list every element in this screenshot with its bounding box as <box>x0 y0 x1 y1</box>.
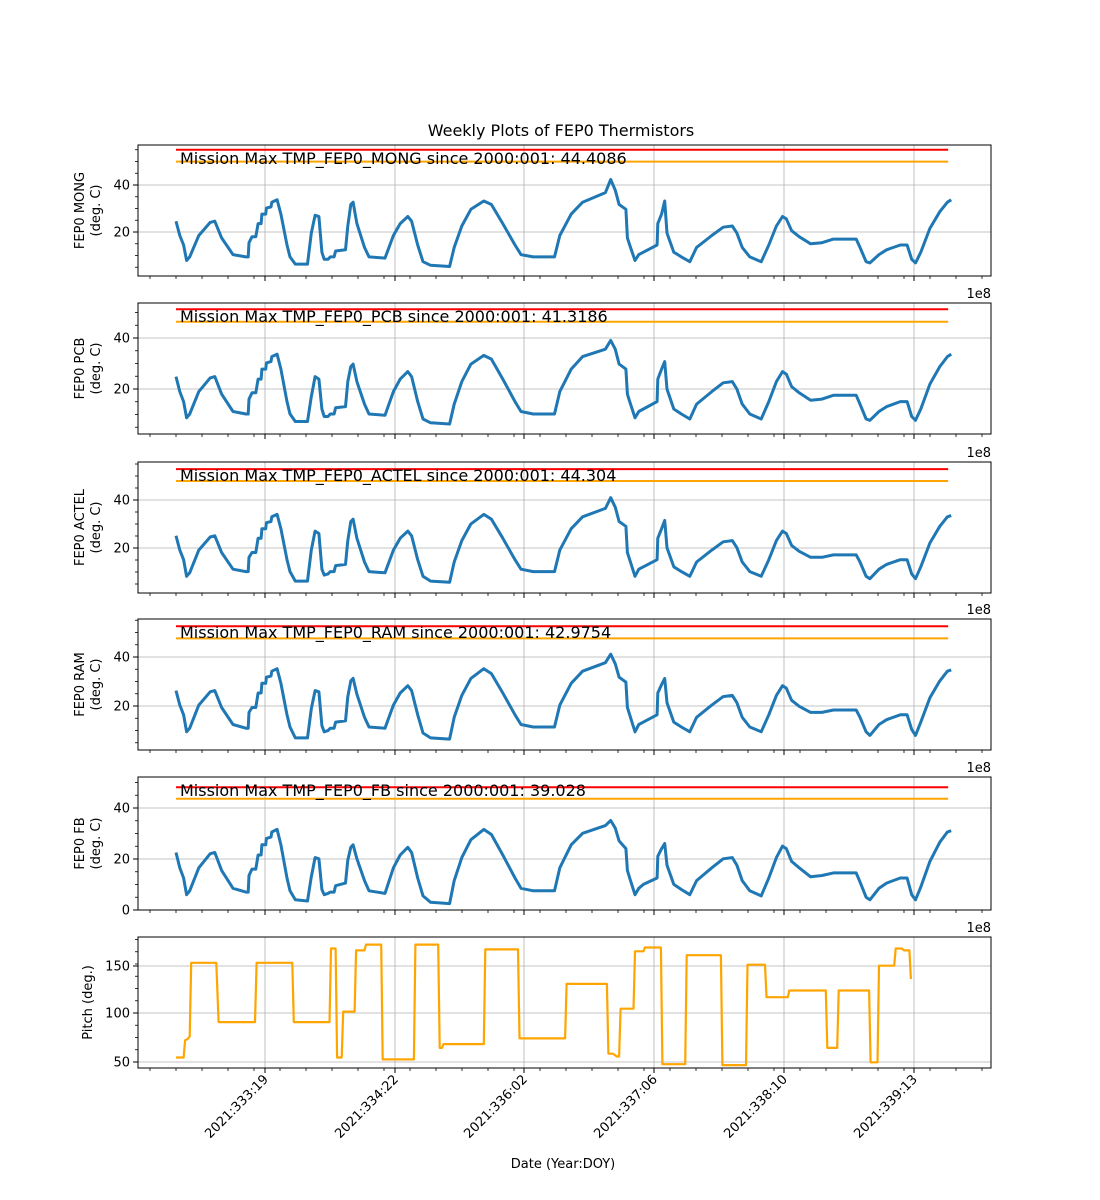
x-axis-ticks: 2021:333:19 2021:334:22 2021:336:02 2021:33… <box>202 1072 920 1141</box>
y-tick-label: 0 <box>122 904 130 919</box>
axes-frame <box>137 776 992 911</box>
axes-frame <box>137 936 992 1069</box>
y-tick-label: 40 <box>113 179 130 194</box>
axes-frame <box>137 461 992 594</box>
panel-3: Mission Max TMP_FEP0_ACTEL since 2000:00… <box>73 446 992 598</box>
offset-label: 1e8 <box>966 921 991 936</box>
panel-1: Mission Max TMP_FEP0_MONG since 2000:001… <box>73 144 992 281</box>
mission-max-annotation: Mission Max TMP_FEP0_MONG since 2000:001… <box>180 149 627 169</box>
temperature-series-line <box>174 178 953 268</box>
axes-frame <box>137 618 992 751</box>
x-tick-label: 2021:334:22 <box>332 1072 401 1141</box>
panel-6: 50 100 150 1e8 Pitch (deg.) <box>81 921 992 1073</box>
panel-5: Mission Max TMP_FEP0_FB since 2000:001: … <box>73 761 992 919</box>
y-axis-label: FEP0 RAM(deg. C) <box>73 652 104 717</box>
y-tick-label: 20 <box>113 700 130 715</box>
axes-frame <box>137 144 992 277</box>
y-tick-label: 20 <box>113 853 130 868</box>
x-axis-label: Date (Year:DOY) <box>511 1157 616 1172</box>
y-tick-label: 20 <box>113 383 130 398</box>
y-axis-label-line: (deg. C) <box>89 343 104 395</box>
y-axis-label: FEP0 FB(deg. C) <box>73 817 104 869</box>
y-axis-label-line: (deg. C) <box>89 185 104 237</box>
x-tick-label: 2021:338:10 <box>721 1072 790 1141</box>
y-axis-label-line: FEP0 ACTEL <box>73 488 88 566</box>
x-tick-label: 2021:337:06 <box>591 1072 660 1141</box>
y-axis-label: Pitch (deg.) <box>81 965 96 1040</box>
x-tick-label: 2021:336:02 <box>461 1072 530 1141</box>
offset-label: 1e8 <box>966 603 991 618</box>
temperature-series-line <box>174 496 952 584</box>
y-tick-label: 40 <box>113 651 130 666</box>
y-tick-label: 20 <box>113 542 130 557</box>
panel-4: Mission Max TMP_FEP0_RAM since 2000:001:… <box>73 603 992 755</box>
y-tick-label: 40 <box>113 494 130 509</box>
y-axis-label-line: FEP0 RAM <box>73 652 88 717</box>
offset-label: 1e8 <box>966 761 991 776</box>
y-axis-label-line: (deg. C) <box>89 659 104 711</box>
panels: Mission Max TMP_FEP0_MONG since 2000:001… <box>73 144 992 1073</box>
offset-label: 1e8 <box>966 287 991 302</box>
y-axis-label-line: (deg. C) <box>89 502 104 554</box>
mission-max-annotation: Mission Max TMP_FEP0_RAM since 2000:001:… <box>180 623 611 643</box>
chart-title: Weekly Plots of FEP0 Thermistors <box>428 121 695 140</box>
mission-max-annotation: Mission Max TMP_FEP0_PCB since 2000:001:… <box>180 307 608 327</box>
mission-max-annotation: Mission Max TMP_FEP0_ACTEL since 2000:00… <box>180 466 616 486</box>
y-axis-label-line: Pitch (deg.) <box>81 965 96 1040</box>
y-tick-label: 40 <box>113 802 130 817</box>
axes-frame <box>137 302 992 435</box>
y-axis-label: FEP0 ACTEL(deg. C) <box>73 488 104 566</box>
x-tick-label: 2021:333:19 <box>202 1072 271 1141</box>
y-tick-label: 50 <box>113 1056 130 1071</box>
y-tick-label: 40 <box>113 332 130 347</box>
temperature-series-line <box>174 652 952 741</box>
panel-2: Mission Max TMP_FEP0_PCB since 2000:001:… <box>73 287 992 439</box>
y-axis-label: FEP0 PCB(deg. C) <box>73 338 104 400</box>
mission-max-annotation: Mission Max TMP_FEP0_FB since 2000:001: … <box>180 781 586 801</box>
y-tick-label: 100 <box>105 1007 130 1022</box>
temperature-series-line <box>174 819 952 906</box>
temperature-series-line <box>174 338 953 426</box>
y-axis-label-line: (deg. C) <box>89 818 104 870</box>
x-tick-label: 2021:339:13 <box>851 1072 920 1141</box>
y-axis-label-line: FEP0 MONG <box>73 172 88 249</box>
y-tick-label: 20 <box>113 226 130 241</box>
y-axis-label: FEP0 MONG(deg. C) <box>73 172 104 249</box>
pitch-series-line <box>176 943 912 1067</box>
y-tick-label: 150 <box>105 960 130 975</box>
offset-label: 1e8 <box>966 446 991 461</box>
y-axis-label-line: FEP0 PCB <box>73 338 88 400</box>
y-axis-label-line: FEP0 FB <box>73 817 88 869</box>
